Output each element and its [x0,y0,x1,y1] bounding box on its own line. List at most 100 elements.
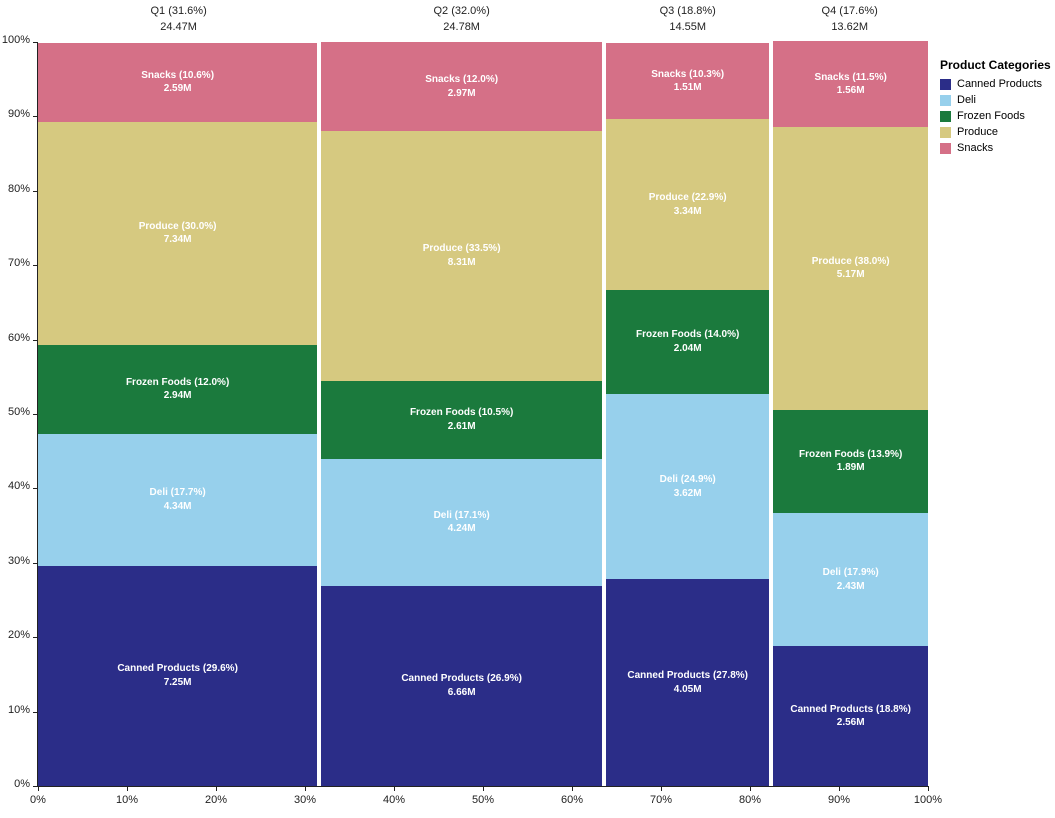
cell-value: 4.34M [164,500,192,514]
mekko-chart: Canned Products (29.6%)7.25M Deli (17.7%)… [0,0,1055,818]
y-tick [33,488,38,489]
legend-swatch [940,95,951,106]
cell-label: Snacks (11.5%) [815,71,887,85]
mekko-cell: Deli (17.1%)4.24M [321,459,602,586]
legend-swatch [940,127,951,138]
y-tick-label: 0% [14,778,30,790]
x-tick-label: 100% [913,794,943,806]
column-header-line2: 13.62M [771,20,928,36]
cell-label: Produce (38.0%) [812,255,890,269]
legend-item: Frozen Foods [940,110,1051,122]
cell-label: Deli (24.9%) [660,473,716,487]
cell-value: 2.56M [837,716,865,730]
cell-value: 5.17M [837,268,865,282]
cell-label: Frozen Foods (12.0%) [126,376,229,390]
cell-value: 1.56M [837,84,865,98]
x-tick [305,786,306,791]
cell-label: Produce (33.5%) [423,242,501,256]
column-header-line2: 14.55M [604,20,771,36]
x-tick [839,786,840,791]
plot-area: Canned Products (29.6%)7.25M Deli (17.7%)… [38,42,928,786]
y-tick-label: 90% [8,108,30,120]
column-header-line1: Q2 (32.0%) [319,4,604,20]
column-header: Q4 (17.6%)13.62M [771,4,928,36]
cell-label: Frozen Foods (13.9%) [799,448,902,462]
column-header-line1: Q1 (31.6%) [38,4,319,20]
cell-label: Canned Products (26.9%) [401,672,522,686]
y-tick [33,414,38,415]
cell-label: Canned Products (27.8%) [627,669,748,683]
legend-item-label: Deli [957,94,976,106]
column-header: Q1 (31.6%)24.47M [38,4,319,36]
x-tick-label: 30% [290,794,320,806]
y-tick [33,563,38,564]
cell-value: 3.62M [674,487,702,501]
legend-item: Deli [940,94,1051,106]
y-tick-label: 80% [8,183,30,195]
cell-value: 8.31M [448,256,476,270]
cell-value: 1.89M [837,461,865,475]
y-tick-label: 70% [8,257,30,269]
y-tick-label: 30% [8,555,30,567]
y-tick-label: 60% [8,332,30,344]
legend: Product Categories Canned Products Deli Fro… [940,58,1051,158]
cell-value: 2.97M [448,87,476,101]
x-tick-label: 40% [379,794,409,806]
cell-value: 7.25M [164,676,192,690]
cell-value: 2.61M [448,420,476,434]
cell-label: Canned Products (29.6%) [117,662,238,676]
cell-value: 2.43M [837,580,865,594]
legend-title: Product Categories [940,58,1051,72]
x-tick-label: 50% [468,794,498,806]
legend-item-label: Snacks [957,142,993,154]
mekko-cell: Deli (17.9%)2.43M [773,513,928,646]
y-tick [33,712,38,713]
cell-label: Snacks (10.3%) [651,68,724,82]
cell-label: Canned Products (18.8%) [790,703,911,717]
x-tick-label: 20% [201,794,231,806]
y-tick [33,191,38,192]
y-tick [33,42,38,43]
x-tick [127,786,128,791]
mekko-cell: Produce (38.0%)5.17M [773,127,928,410]
x-tick [38,786,39,791]
legend-item: Canned Products [940,78,1051,90]
legend-item: Snacks [940,142,1051,154]
mekko-cell: Produce (30.0%)7.34M [38,122,317,345]
y-tick-label: 100% [2,34,30,46]
x-tick [928,786,929,791]
x-tick-label: 10% [112,794,142,806]
x-tick [572,786,573,791]
y-tick-label: 20% [8,629,30,641]
cell-label: Frozen Foods (10.5%) [410,406,513,420]
x-tick [394,786,395,791]
y-tick [33,265,38,266]
mekko-cell: Frozen Foods (14.0%)2.04M [606,290,769,394]
y-tick-label: 10% [8,704,30,716]
legend-swatch [940,143,951,154]
cell-value: 4.24M [448,522,476,536]
x-tick [216,786,217,791]
legend-swatch [940,79,951,90]
y-tick [33,637,38,638]
x-tick [661,786,662,791]
y-tick [33,340,38,341]
cell-label: Deli (17.7%) [150,486,206,500]
column-header-line1: Q3 (18.8%) [604,4,771,20]
mekko-cell: Frozen Foods (12.0%)2.94M [38,345,317,434]
legend-swatch [940,111,951,122]
cell-value: 2.04M [674,342,702,356]
mekko-cell: Snacks (11.5%)1.56M [773,41,928,127]
mekko-cell: Canned Products (26.9%)6.66M [321,586,602,786]
cell-label: Produce (22.9%) [649,191,727,205]
y-tick-label: 40% [8,480,30,492]
mekko-cell: Produce (33.5%)8.31M [321,131,602,380]
x-tick [750,786,751,791]
mekko-cell: Canned Products (18.8%)2.56M [773,646,928,786]
cell-value: 6.66M [448,686,476,700]
mekko-cell: Snacks (12.0%)2.97M [321,42,602,131]
cell-value: 2.59M [164,82,192,96]
y-tick-label: 50% [8,406,30,418]
cell-label: Snacks (10.6%) [141,69,214,83]
legend-item: Produce [940,126,1051,138]
